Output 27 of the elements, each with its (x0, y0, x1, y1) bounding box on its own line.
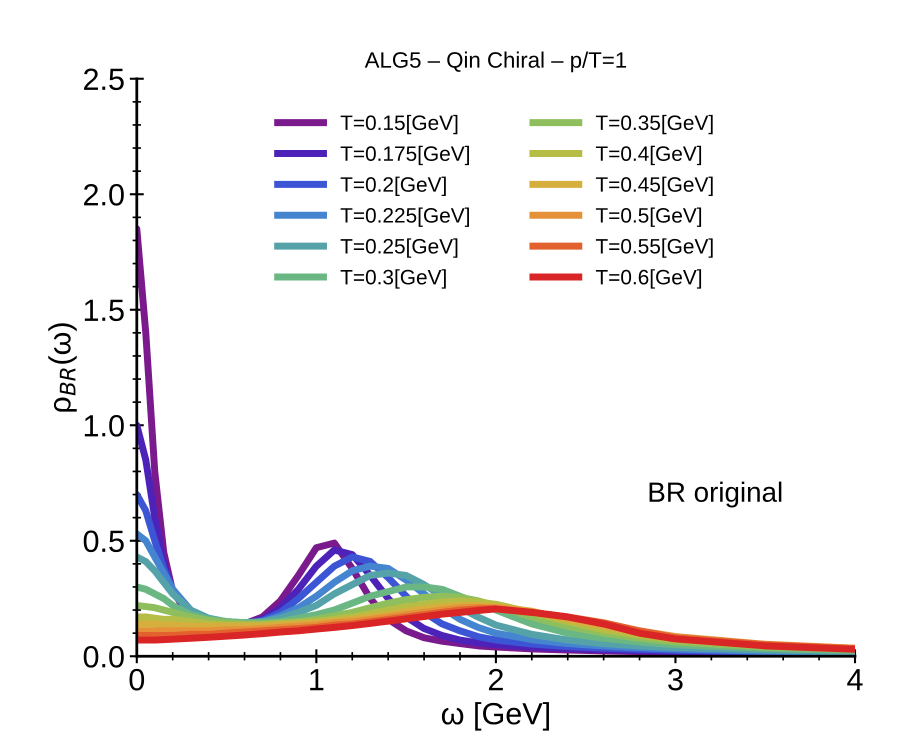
y-tick-label: 2.5 (84, 68, 124, 90)
y-tick-label: 0.5 (84, 530, 124, 552)
legend-label: T=0.3[GeV] (340, 269, 446, 289)
y-tick-label: 1.0 (84, 414, 124, 437)
legend-label: T=0.55[GeV] (596, 238, 713, 258)
legend-label: T=0.6[GeV] (596, 269, 702, 289)
y-tick-label: 0.0 (84, 646, 124, 668)
legend-label: T=0.35[GeV] (596, 114, 713, 134)
legend-label: T=0.45[GeV] (596, 176, 713, 196)
legend-label: T=0.175[GeV] (340, 146, 469, 166)
x-tick-label: 0 (130, 668, 144, 690)
x-tick-label: 4 (847, 669, 863, 690)
legend-label: T=0.15[GeV] (340, 114, 458, 134)
y-tick-label: 2.0 (84, 184, 124, 206)
x-tick-label: 1 (310, 669, 324, 690)
legend-label: T=0.225[GeV] (340, 207, 469, 227)
annotation: BR original (650, 482, 782, 508)
x-tick-label: 3 (668, 668, 683, 690)
y-axis-title: ρ$_{BR}$(ω) (48, 323, 77, 412)
legend-label: T=0.5[GeV] (596, 207, 702, 227)
chart-title: ALG5 – Qin Chiral – p/T=1 (364, 52, 626, 72)
legend-label: T=0.2[GeV] (340, 176, 446, 196)
y-tick-label: 1.5 (84, 300, 124, 322)
x-axis-title: ω [GeV] (442, 702, 549, 731)
x-tick-label: 2 (488, 668, 503, 690)
legend-label: T=0.25[GeV] (340, 238, 458, 258)
legend-label: T=0.4[GeV] (596, 146, 702, 166)
